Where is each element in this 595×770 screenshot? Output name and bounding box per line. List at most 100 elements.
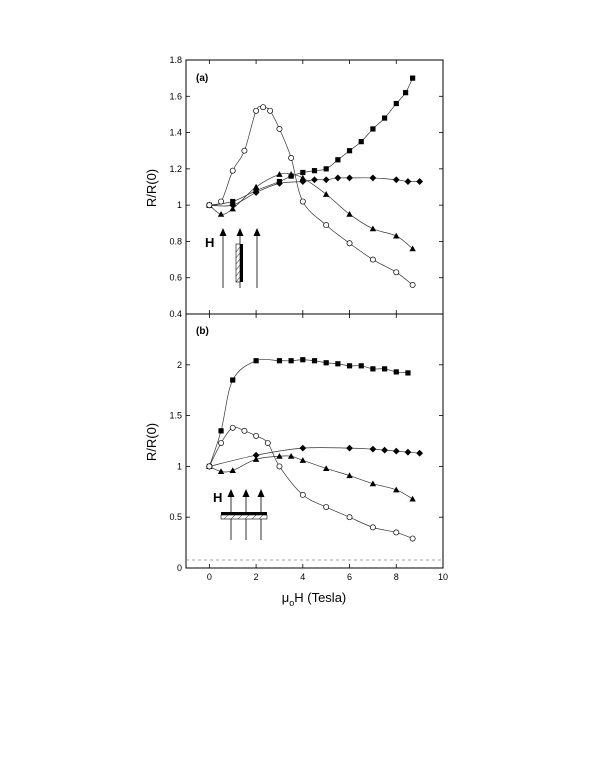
panel-a-series-filled-square-point-8 [335, 157, 341, 163]
panel-b-series-filled-diamond-point-4 [369, 445, 377, 453]
panel-a-series-filled-square-point-11 [370, 126, 376, 132]
panel-b-series-filled-triangle-point-3 [252, 456, 260, 462]
panel-b-ytick-label-1: 0.5 [169, 512, 182, 522]
panel-b-inset-h-label: H [213, 490, 222, 505]
panel-a-ytick-label-7: 1.8 [169, 55, 182, 65]
inset-b-hatch-1 [223, 514, 229, 520]
panel-a-series-filled-diamond-point-6 [322, 176, 330, 184]
panel-b-series-filled-triangle-line [209, 455, 413, 500]
panel-a-series-filled-triangle-point-8 [346, 211, 353, 217]
panel-b-ytick-label-3: 1.5 [169, 411, 182, 421]
panel-a-series-filled-triangle-point-5 [287, 171, 295, 177]
panel-a-series-filled-triangle-point-10 [393, 232, 400, 239]
panel-a-series-filled-diamond-point-1 [229, 201, 237, 209]
panel-a-series-filled-square-line [209, 77, 413, 206]
panel-b-series-filled-diamond-point-2 [299, 444, 307, 452]
inset-b-hatch-5 [251, 514, 257, 520]
panel-a-series-filled-square-point-15 [410, 75, 416, 81]
panel-a-series-open-circle-point-9 [299, 198, 306, 205]
x-axis-label-rest: H (Tesla) [294, 590, 346, 605]
panel-b-series-open-circle-point-0 [206, 463, 213, 470]
panel-a-series-open-circle-point-13 [393, 269, 400, 276]
panel-a-series-open-circle-point-4 [253, 107, 260, 114]
panel-a-series-filled-diamond-point-3 [276, 179, 283, 187]
panel-a-series-filled-diamond-point-9 [369, 174, 377, 182]
inset-a-hatch-1 [235, 246, 241, 253]
panel-a-ytick-label-1: 0.6 [169, 273, 182, 283]
panel-b-ytick-label-0: 0 [177, 563, 182, 573]
panel-b-xtick-label-0: 0 [207, 572, 212, 582]
panel-a-label: (a) [196, 73, 208, 84]
panel-a-series-filled-square-point-13 [393, 100, 399, 107]
panel-a-series-filled-square-point-12 [381, 115, 388, 121]
panel-b-series-open-circle-point-5 [264, 440, 271, 446]
panel-a-series-filled-diamond-point-5 [311, 176, 318, 184]
x-axis-label-mu: μ [282, 590, 290, 605]
panel-b-series-open-circle-point-4 [253, 432, 260, 439]
panel-b-series-filled-triangle-point-2 [229, 467, 236, 474]
panel-b-series-open-circle-point-7 [299, 491, 306, 498]
panel-b-series-filled-square-point-10 [346, 363, 353, 369]
inset-b-arrowhead-3 [257, 489, 265, 497]
panel-b-series-filled-triangle-point-7 [322, 465, 330, 471]
panel-b-series-filled-triangle-point-1 [217, 468, 225, 475]
panel-a-ytick-label-2: 0.8 [169, 236, 182, 246]
panel-a-series-filled-diamond-point-4 [299, 178, 307, 185]
panel-b-series-open-circle-point-1 [218, 440, 224, 446]
panel-b-series-filled-square-point-11 [358, 363, 364, 369]
panel-b-series-filled-square-line [209, 358, 408, 467]
panel-b-series-filled-diamond-point-7 [404, 448, 412, 456]
panel-a-series-filled-diamond-point-2 [252, 189, 260, 196]
inset-a-hatch-2 [235, 252, 241, 259]
inset-b-arrowhead-1 [227, 489, 235, 497]
panel-a-series-filled-diamond-point-11 [404, 178, 412, 185]
inset-b-film-solid [221, 512, 267, 515]
panel-a-series-filled-triangle-point-3 [252, 183, 260, 190]
panel-b-xtick-label-5: 10 [438, 572, 448, 582]
panel-b-series-open-circle-point-3 [241, 427, 248, 434]
x-axis-label: μoH (Tesla) [282, 590, 347, 608]
inset-b-hatch-4 [244, 514, 250, 520]
panel-a-ylabel: R/R(0) [144, 169, 159, 207]
panel-b-series-filled-square-point-9 [335, 361, 341, 367]
inset-b-film-hatched [220, 514, 268, 520]
inset-a-arrowhead-3 [253, 228, 261, 236]
panel-b-series-open-circle-point-9 [346, 514, 353, 521]
panel-b-series-filled-triangle-point-10 [393, 486, 400, 493]
panel-b-series-open-circle-point-10 [369, 524, 376, 531]
panel-a-series-open-circle-point-12 [369, 256, 376, 263]
panel-b-series-filled-square-point-14 [393, 369, 399, 375]
panel-a-series-open-circle-point-5 [260, 104, 267, 111]
panel-a-series-open-circle-point-14 [409, 282, 416, 288]
panel-a-series-filled-diamond-point-12 [416, 178, 424, 185]
panel-b-series-filled-square-point-2 [230, 377, 236, 383]
panel-a-series-open-circle-point-0 [206, 202, 213, 209]
inset-a-arrowhead-2 [236, 228, 244, 236]
panel-a-series-filled-diamond-point-7 [334, 174, 342, 182]
panel-b-series-filled-diamond-point-6 [392, 447, 400, 455]
inset-a-hatch-4 [235, 264, 241, 271]
panel-b-series-filled-diamond-line [209, 447, 420, 467]
panel-b-series-filled-square-point-8 [323, 360, 329, 366]
panel-b-series-open-circle-point-8 [323, 504, 330, 510]
panel-b-series-filled-square-point-12 [370, 366, 376, 372]
panel-b-inset: H [213, 489, 268, 540]
panel-b-xtick-label-2: 4 [300, 572, 305, 582]
panel-a-series-filled-square-point-14 [403, 90, 409, 96]
panel-b-series-filled-diamond-point-5 [381, 446, 388, 454]
panel-a-series-filled-diamond-point-8 [346, 174, 353, 182]
panel-b-ytick-label-2: 1 [177, 461, 182, 471]
panel-b-label: (b) [196, 326, 209, 337]
panel-b-series-filled-diamond-point-8 [416, 449, 424, 457]
panel-a-ytick-label-0: 0.4 [169, 309, 182, 319]
panel-b-series-filled-triangle-point-6 [299, 457, 307, 463]
inset-b-arrowhead-2 [242, 489, 250, 497]
inset-a-film-solid [240, 244, 243, 282]
panel-a-series-filled-triangle-point-1 [217, 211, 225, 217]
panel-b-ytick-label-4: 2 [177, 360, 182, 370]
panel-a-series-filled-diamond-point-10 [392, 176, 400, 184]
panel-b-series-filled-triangle-point-11 [409, 495, 416, 502]
panel-a-series-filled-triangle-point-4 [276, 171, 283, 177]
inset-a-hatch-5 [235, 270, 241, 277]
